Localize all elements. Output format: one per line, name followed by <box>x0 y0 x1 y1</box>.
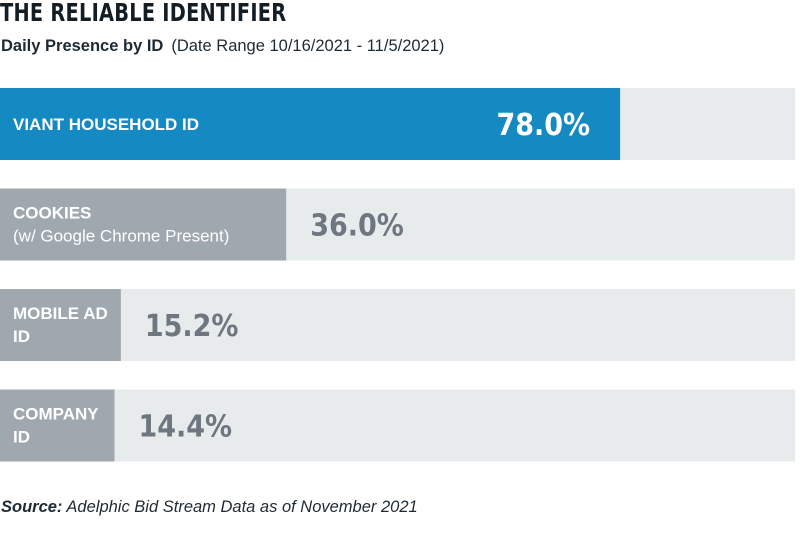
value-label: 36.0% <box>310 209 404 244</box>
subtitle-metric: Daily Presence by ID <box>1 37 164 55</box>
source-text: Adelphic Bid Stream Data as of November … <box>66 498 418 516</box>
bar <box>0 289 121 361</box>
bar-label: (w/ Google Chrome Present) <box>13 227 229 246</box>
bar-track <box>0 389 795 462</box>
source-note: Source: Adelphic Bid Stream Data as of N… <box>1 498 418 517</box>
bar <box>0 188 287 261</box>
bar-track <box>0 289 795 361</box>
bar-label: MOBILE AD <box>13 304 108 323</box>
bar-label: VIANT HOUSEHOLD ID <box>13 115 199 134</box>
chart-title: THE RELIABLE IDENTIFIER <box>0 0 287 27</box>
value-label: 15.2% <box>145 309 239 344</box>
value-label: 14.4% <box>138 410 232 445</box>
chart-subtitle: Daily Presence by ID (Date Range 10/16/20… <box>1 37 444 56</box>
bar-highlighted <box>0 88 621 160</box>
bar-label: COOKIES <box>13 204 91 223</box>
bar-label: ID <box>13 327 30 346</box>
bar-label: COMPANY <box>13 405 99 424</box>
bar-label: ID <box>13 428 30 447</box>
subtitle-date-range: (Date Range 10/16/2021 - 11/5/2021) <box>171 37 445 55</box>
value-label: 78.0% <box>496 108 590 143</box>
source-label: Source: <box>1 498 63 516</box>
bar <box>0 389 115 462</box>
